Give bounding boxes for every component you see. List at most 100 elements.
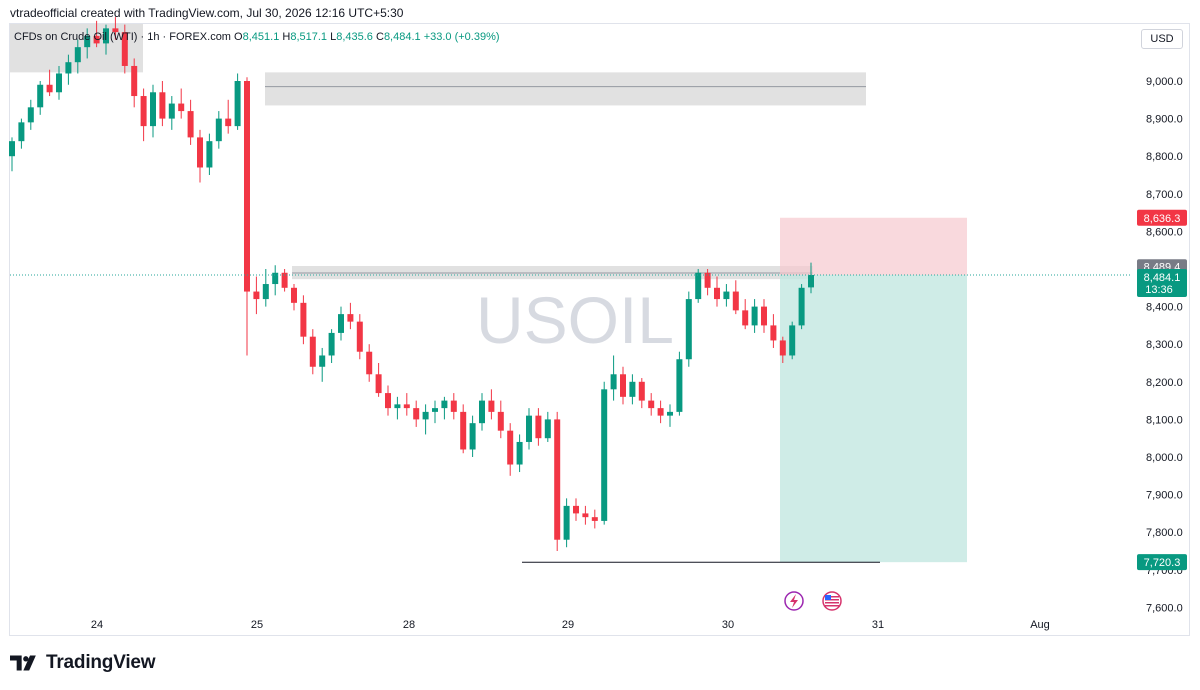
candle-body [667, 411, 673, 416]
low-key: L [330, 31, 337, 43]
y-tick-label: 8,600.0 [1146, 226, 1183, 238]
candle-body [403, 404, 410, 409]
us-flag-ring [822, 591, 842, 611]
candle-body [328, 332, 335, 356]
high-value: 8,517.1 [290, 31, 328, 43]
candle-body [206, 141, 213, 168]
candle-body [131, 65, 138, 97]
candle-body [319, 355, 326, 367]
open-key: O [234, 31, 243, 43]
candle-body [309, 336, 316, 367]
candle-body [507, 430, 514, 465]
candle-body [460, 411, 467, 450]
candle-body [121, 32, 128, 66]
candle-body [770, 325, 777, 341]
candle-body [479, 400, 485, 424]
candle-body [422, 411, 429, 420]
x-tick-label: 29 [562, 619, 574, 631]
candle-body [497, 411, 504, 431]
tradingview-logo[interactable]: TradingView [10, 652, 156, 674]
symbol-legend: CFDs on Crude Oil (WTI) · 1h · FOREX.com… [14, 31, 500, 43]
candle-body [620, 374, 626, 397]
candle-body [150, 92, 156, 127]
countdown-text: 13:36 [1145, 284, 1173, 296]
take-profit-zone [780, 274, 967, 563]
candle-body [215, 118, 222, 142]
candle-body [488, 400, 495, 412]
candle-body [253, 291, 260, 300]
last-price-text: 8,484.1 [1144, 272, 1181, 284]
candle-body [685, 299, 692, 360]
flag-stripe [825, 596, 839, 598]
x-tick-label: 28 [403, 619, 415, 631]
symbol-watermark: USOIL [476, 283, 674, 357]
candle-body [375, 374, 382, 394]
candle-body [140, 96, 147, 127]
supply-zone-upper [265, 72, 866, 106]
currency-button[interactable]: USD [1141, 29, 1183, 49]
low-value: 8,435.6 [336, 31, 373, 43]
candle-body [300, 302, 307, 337]
tradingview-brand: TradingView [46, 652, 156, 673]
candle-body [46, 84, 53, 93]
y-tick-label: 8,900.0 [1146, 114, 1183, 126]
candles-layer [9, 17, 814, 551]
chart-credit: vtradeofficial created with TradingView.… [10, 6, 404, 20]
last-price-label: 8,484.113:36 [1137, 268, 1187, 297]
stop-price-label: 8,636.3 [1137, 209, 1187, 226]
target-price-label: 7,720.3 [1137, 554, 1187, 571]
y-tick-label: 7,800.0 [1146, 527, 1183, 539]
flag-canton [825, 595, 831, 600]
us-flag-icon [822, 591, 842, 611]
candle-body [27, 107, 34, 123]
change-value: +33.0 (+0.39%) [423, 31, 500, 43]
candle-body [93, 35, 100, 44]
candle-body [761, 306, 767, 326]
candle-body [789, 325, 796, 356]
candle-body [234, 81, 241, 127]
y-tick-label: 8,000.0 [1146, 452, 1183, 464]
candle-body [591, 517, 598, 521]
candle-body [168, 103, 175, 119]
candle-body [413, 408, 420, 420]
candle-body [244, 81, 250, 292]
x-tick-label: 31 [872, 619, 884, 631]
x-tick-label: 24 [91, 619, 103, 631]
target-price-text: 7,720.3 [1144, 557, 1181, 569]
target-price-label-bg [1137, 554, 1187, 571]
candle-body [535, 415, 542, 439]
candle-body [262, 284, 269, 300]
candle-body [356, 321, 363, 352]
candle-body [103, 28, 109, 44]
candle-body [37, 84, 44, 108]
overlay-layer [10, 274, 1130, 611]
symbol-name[interactable]: CFDs on Crude Oil (WTI) · 1h · FOREX.com [14, 31, 231, 43]
y-tick-label: 8,300.0 [1146, 339, 1183, 351]
candle-body [657, 408, 664, 416]
candle-body [582, 513, 589, 518]
flag-stripe [825, 602, 839, 604]
y-tick-label: 7,600.0 [1146, 602, 1183, 614]
candle-body [526, 415, 532, 442]
candle-body [695, 272, 702, 300]
candle-body [347, 314, 354, 322]
candle-body [742, 310, 749, 326]
y-tick-label: 8,700.0 [1146, 189, 1183, 201]
flag-stripe [825, 599, 839, 601]
candle-body [798, 287, 805, 326]
candle-body [648, 400, 655, 409]
close-value: 8,484.1 [383, 31, 421, 43]
tradingview-mark-icon [10, 655, 36, 671]
candle-body [629, 381, 636, 397]
candle-body [187, 111, 194, 138]
candle-body [338, 314, 344, 333]
candle-body [432, 408, 438, 412]
candle-body [704, 272, 711, 288]
candle-body [272, 272, 279, 285]
candle-body [714, 287, 720, 300]
last-price-bg [1137, 268, 1187, 297]
candle-body [197, 137, 203, 168]
candle-body [601, 389, 608, 521]
candle-body [751, 306, 758, 326]
